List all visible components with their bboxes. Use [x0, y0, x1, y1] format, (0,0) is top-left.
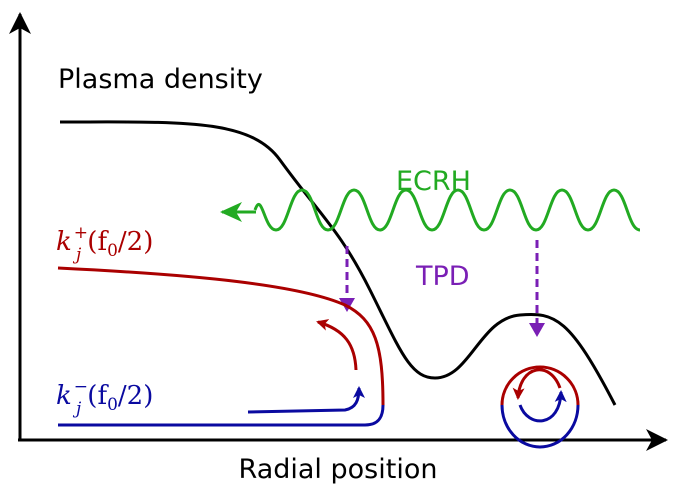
k-base: k	[56, 381, 72, 411]
k-arg-sub: 0	[107, 241, 118, 261]
k-plus-label: k + j (f0/2)	[56, 223, 153, 265]
trapped-blue	[500, 404, 580, 449]
x-axis-label: Radial position	[239, 454, 438, 485]
k-arg-rest: /2)	[118, 227, 153, 257]
k-minus-curve	[58, 404, 385, 427]
ecrh-label: ECRH	[396, 166, 471, 197]
inner-red	[512, 368, 562, 400]
tpd-label: TPD	[415, 261, 470, 292]
trapped-red	[500, 365, 580, 406]
tpd-arrowheads	[339, 298, 545, 337]
k-minus-branch	[247, 386, 365, 414]
k-sup: +	[74, 223, 88, 243]
k-arg: (f	[87, 381, 109, 411]
k-sub: j	[72, 399, 82, 419]
k-arg: (f	[87, 227, 109, 257]
k-plus-curve	[57, 266, 385, 406]
k-arg-sub: 0	[107, 395, 118, 415]
inner-blue	[518, 390, 567, 423]
k-sub: j	[72, 245, 82, 265]
ecrh-wave	[253, 188, 641, 232]
density-label: Plasma density	[58, 64, 263, 95]
k-sup: −	[74, 377, 88, 397]
k-plus-branch	[316, 319, 358, 371]
density-curve	[59, 120, 617, 406]
k-base: k	[56, 227, 72, 257]
k-minus-label: k − j (f0/2)	[56, 377, 153, 419]
axes	[8, 12, 668, 451]
k-arg-rest: /2)	[118, 381, 153, 411]
